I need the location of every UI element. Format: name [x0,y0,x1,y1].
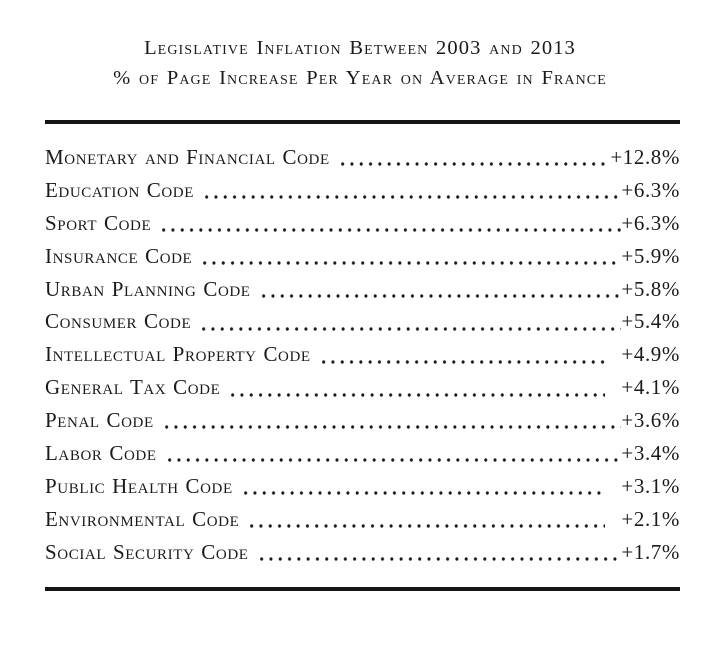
dot-leader [162,437,622,470]
table-row: Consumer Code +5.4% [45,305,680,339]
percent-value: +5.4% [621,309,680,334]
code-label: Public Health Code [45,473,233,498]
table-title-line2: % of Page Increase Per Year on Average i… [113,67,607,89]
dot-leader [256,272,622,306]
code-label: Environmental Code [45,506,240,531]
percent-value: +4.1% [621,375,680,400]
dot-leader [197,305,622,339]
percent-value: +5.9% [621,243,680,268]
percent-value: +12.8% [610,145,680,169]
code-label: Social Security Code [45,539,249,564]
percent-value: +2.1% [621,506,680,531]
table-row: Social Security Code +1.7% [45,535,680,569]
percent-value: +3.6% [621,408,680,433]
percent-value: +3.1% [621,473,680,498]
table-row: Environmental Code +2.1% [45,502,680,536]
table-row: Intellectual Property Code +4.9% [45,338,680,372]
percent-value: +3.4% [621,441,680,466]
dot-leader [238,469,606,503]
percent-value: +1.7% [621,539,680,564]
code-label: Penal Code [45,408,154,433]
code-label: General Tax Code [45,375,221,400]
code-label: Sport Code [45,210,152,235]
code-list: Monetary and Financial Code +12.8% Educati… [45,141,680,569]
dot-leader [316,338,606,372]
table-row: Insurance Code +5.9% [45,239,680,273]
percent-value: +5.8% [621,276,680,301]
bottom-rule [45,586,680,591]
table-title-line1: Legislative Inflation Between 2003 and 2… [144,37,576,59]
code-label: Labor Code [45,441,157,466]
table-row: General Tax Code +4.1% [45,371,680,405]
dot-leader [157,206,622,240]
table-row: Education Code +6.3% [45,173,680,207]
dot-leader [226,371,606,405]
code-label: Monetary and Financial Code [45,145,330,169]
code-label: Education Code [45,177,194,202]
table-row: Penal Code +3.6% [45,404,680,438]
table-row: Sport Code +6.3% [45,206,680,240]
percent-value: +6.3% [621,177,680,202]
dot-leader [335,141,611,174]
percent-value: +6.3% [621,210,680,235]
table-row: Urban Planning Code +5.8% [45,272,680,306]
dot-leader [199,173,622,207]
dot-leader [254,535,622,569]
code-label: Intellectual Property Code [45,342,311,367]
code-label: Consumer Code [45,309,192,334]
dot-leader [159,404,622,438]
table-row: Public Health Code +3.1% [45,469,680,503]
code-label: Insurance Code [45,243,193,268]
table-row: Labor Code +3.4% [45,437,680,470]
dot-leader [198,239,622,273]
table-header: Legislative Inflation Between 2003 and 2… [0,0,720,93]
dot-leader [245,502,606,536]
percent-value: +4.9% [621,342,680,367]
table-row: Monetary and Financial Code +12.8% [45,141,680,174]
code-label: Urban Planning Code [45,276,251,301]
top-rule [45,120,680,124]
